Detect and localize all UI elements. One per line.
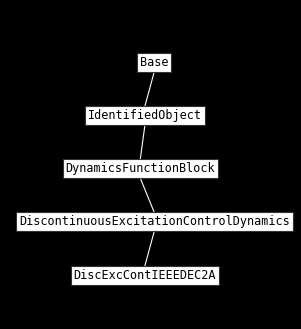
Text: DiscontinuousExcitationControlDynamics: DiscontinuousExcitationControlDynamics <box>19 215 290 228</box>
Text: Base: Base <box>140 56 169 69</box>
Text: DynamicsFunctionBlock: DynamicsFunctionBlock <box>65 162 215 175</box>
Text: DiscExcContIEEEDEC2A: DiscExcContIEEEDEC2A <box>74 268 216 282</box>
Text: IdentifiedObject: IdentifiedObject <box>88 109 202 122</box>
